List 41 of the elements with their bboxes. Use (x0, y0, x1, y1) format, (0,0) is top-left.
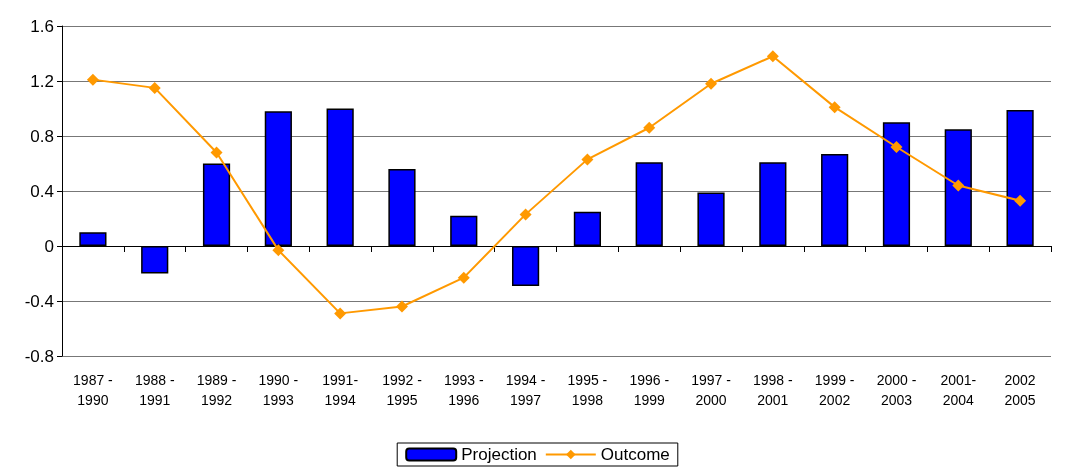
y-tick-label: 1.2 (30, 71, 54, 91)
y-tick-label: 1.6 (30, 16, 54, 36)
point (643, 121, 656, 134)
x-tick-label: 1998 - 2001 (752, 372, 794, 408)
point (890, 141, 903, 153)
x-tick-label: 1989 - 1992 (196, 372, 237, 408)
point (210, 146, 223, 159)
x-tick-label: 1994 - 1997 (505, 372, 546, 408)
legend-label: Outcome (600, 445, 670, 464)
x-tick-label: 1991- 1994 (322, 372, 359, 408)
y-tick-label: 0.4 (30, 181, 54, 201)
x-tick-label: 1997 - 2000 (691, 372, 732, 408)
point (1014, 194, 1027, 207)
point (952, 179, 965, 192)
x-tick-label: 1996 - 1999 (629, 372, 670, 408)
x-tick-label: 2002 2005 (1004, 372, 1036, 408)
y-tick-label: 0.8 (30, 126, 54, 146)
point (272, 244, 285, 257)
point (519, 208, 532, 221)
point (148, 81, 161, 94)
y-tick-label: -0.4 (24, 291, 54, 311)
point (334, 307, 347, 320)
x-tick-label: 1995 - 1998 (567, 372, 608, 408)
point (766, 50, 779, 63)
y-tick-label: -0.8 (24, 346, 54, 366)
x-tick-label: 1999 - 2002 (814, 372, 855, 408)
x-tick-label: 1990 - 1993 (258, 372, 299, 408)
point (705, 77, 718, 90)
point (86, 73, 99, 86)
point (828, 101, 841, 114)
point (395, 300, 408, 313)
x-tick-label: 2000 - 2003 (876, 372, 917, 408)
x-tick-label: 1987 - 1990 (73, 372, 114, 408)
point (457, 271, 470, 284)
legend-label: Projection (461, 445, 537, 464)
y-tick-label: 0 (44, 236, 54, 256)
point (581, 153, 594, 166)
x-tick-label: 1988 - 1991 (134, 372, 175, 408)
x-tick-label: 1992 - 1995 (382, 372, 423, 408)
x-tick-label: 2001- 2004 (940, 372, 977, 408)
x-tick-label: 1993 - 1996 (443, 372, 484, 408)
